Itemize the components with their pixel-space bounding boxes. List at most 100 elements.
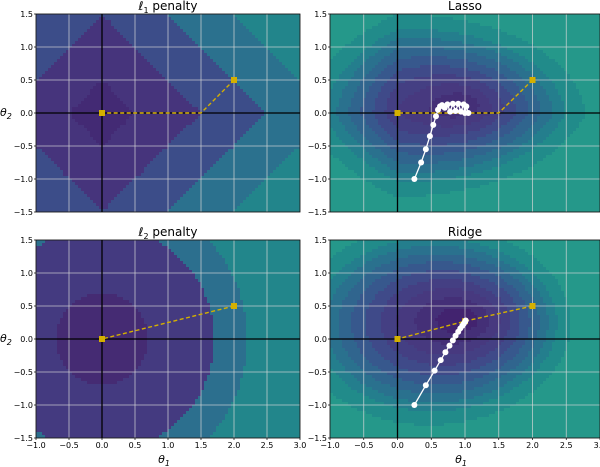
y-tick-label: −0.5 <box>308 142 327 151</box>
x-tick-label: −1.0 <box>26 441 45 450</box>
y-tick-label: 0.0 <box>20 109 33 118</box>
y-tick-label: 1.5 <box>20 236 33 245</box>
y-tick-label: 1.0 <box>20 43 33 52</box>
y-tick-label: −0.5 <box>14 142 33 151</box>
white-point-marker <box>432 113 439 120</box>
y-tick-label: −1.5 <box>308 434 327 443</box>
x-tick-label: −0.5 <box>59 441 78 450</box>
y-axis-label: θ2 <box>0 106 12 121</box>
y-tick-label: −1.5 <box>14 434 33 443</box>
y-axis-label: θ2 <box>0 332 12 347</box>
x-tick-label: 0.0 <box>391 441 404 450</box>
y-tick-label: 0.5 <box>20 302 33 311</box>
yellow-square-marker <box>99 336 105 342</box>
x-tick-label: 2.5 <box>560 441 573 450</box>
y-tick-label: 1.0 <box>314 269 327 278</box>
y-tick-label: 0.5 <box>314 76 327 85</box>
yellow-dashed-path <box>101 305 235 340</box>
white-point-marker <box>465 110 472 116</box>
y-tick-label: 1.0 <box>314 43 327 52</box>
y-tick-label: 0.0 <box>20 335 33 344</box>
x-tick-label: 3.0 <box>294 441 307 450</box>
contour-field <box>36 240 300 438</box>
y-tick-label: 1.5 <box>314 236 327 245</box>
x-tick-label: 1.0 <box>162 441 175 450</box>
yellow-dashed-path <box>397 305 533 340</box>
yellow-dashed-path <box>102 79 235 114</box>
y-tick-label: −1.0 <box>308 401 327 410</box>
y-tick-label: 1.5 <box>314 10 327 19</box>
subplot-title: ℓ1 penalty <box>138 0 198 15</box>
yellow-square-marker <box>394 336 401 342</box>
white-point-marker <box>463 103 470 110</box>
x-tick-label: 2.0 <box>228 441 241 450</box>
title-symbol: ℓ <box>138 225 144 239</box>
yellow-square-marker <box>394 110 401 116</box>
y-tick-label: −1.0 <box>14 401 33 410</box>
y-tick-label: −1.0 <box>14 175 33 184</box>
y-tick-label: 1.0 <box>20 269 33 278</box>
y-tick-label: −0.5 <box>14 368 33 377</box>
y-tick-label: −0.5 <box>308 368 327 377</box>
x-tick-label: 1.5 <box>492 441 505 450</box>
x-axis-label: θ1 <box>158 453 170 467</box>
white-point-marker <box>442 349 449 356</box>
subplot-top-right: Lasso 1.5 1.0 0.5 0.0 −0.5 −1.0 −1.5 <box>308 0 600 217</box>
white-point-marker <box>449 100 456 107</box>
white-point-marker <box>418 159 425 166</box>
y-tick-label: 0.0 <box>314 335 327 344</box>
yellow-square-marker <box>529 303 536 309</box>
white-point-marker <box>422 146 429 153</box>
y-tick-label: 1.5 <box>20 10 33 19</box>
x-tick-label: 0.5 <box>129 441 142 450</box>
y-tick-label: −1.0 <box>308 175 327 184</box>
y-tick-label: 0.5 <box>20 76 33 85</box>
y-tick-label: −1.5 <box>14 208 33 217</box>
title-text: penalty <box>149 0 198 13</box>
y-tick-label: −1.5 <box>308 208 327 217</box>
x-tick-label: 1.0 <box>459 441 472 450</box>
white-point-marker <box>411 176 418 182</box>
title-symbol: ℓ <box>138 0 144 13</box>
white-point-marker <box>449 337 456 344</box>
yellow-square-marker <box>529 77 536 83</box>
contour-field <box>36 14 300 212</box>
yellow-square-marker <box>231 303 237 309</box>
x-tick-label: 3.0 <box>594 441 600 450</box>
white-point-marker <box>422 382 429 389</box>
x-tick-label: 1.5 <box>195 441 208 450</box>
x-tick-label: 2.0 <box>526 441 539 450</box>
subplot-title: ℓ2 penalty <box>138 225 198 241</box>
x-tick-label: −1.0 <box>320 441 339 450</box>
white-point-marker <box>452 108 459 115</box>
x-tick-label: 0.0 <box>96 441 109 450</box>
x-axis-label: θ1 <box>455 453 467 467</box>
title-text: penalty <box>149 225 198 239</box>
white-point-marker <box>431 367 438 374</box>
title-subscript: 1 <box>143 6 148 15</box>
white-point-marker <box>447 108 454 115</box>
y-tick-label: 0.5 <box>314 302 327 311</box>
yellow-square-marker <box>99 110 105 116</box>
white-point-marker <box>430 121 437 128</box>
subplot-top-left: ℓ1 penalty 1.5 1.0 0.5 0.0 −0.5 −1.0 −1.5 θ2 <box>0 0 301 217</box>
subplot-title: Ridge <box>448 225 482 239</box>
y-tick-label: 0.0 <box>314 109 327 118</box>
white-point-marker <box>444 101 451 108</box>
title-subscript: 2 <box>143 232 148 241</box>
yellow-dashed-path <box>397 79 533 114</box>
white-point-marker <box>446 342 453 349</box>
white-point-marker <box>437 357 444 364</box>
white-point-marker <box>462 317 469 324</box>
white-point-marker <box>426 133 433 140</box>
x-tick-label: 0.5 <box>425 441 438 450</box>
x-tick-label: −0.5 <box>354 441 373 450</box>
yellow-square-marker <box>231 77 237 83</box>
x-tick-label: 2.5 <box>261 441 274 450</box>
subplot-title: Lasso <box>448 0 482 13</box>
white-point-marker <box>455 100 462 107</box>
white-point-marker <box>411 402 418 408</box>
